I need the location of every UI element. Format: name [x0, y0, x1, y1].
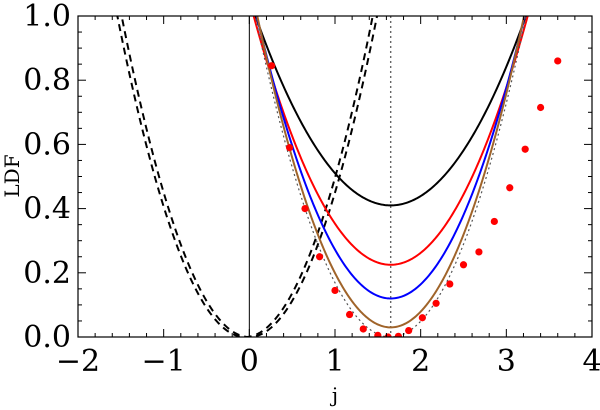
series-line-1 — [120, 16, 379, 337]
x-tick-label: 4 — [582, 344, 600, 379]
x-tick-label: 2 — [411, 344, 430, 379]
data-point — [521, 145, 529, 153]
data-point — [301, 205, 309, 213]
data-point — [331, 286, 339, 295]
data-point — [554, 57, 562, 65]
data-point — [374, 331, 382, 337]
y-tick-labels: 0.0 0.2 0.4 0.6 0.8 1.0 — [23, 0, 71, 355]
data-point — [446, 280, 454, 288]
y-tick-label: 0.6 — [23, 127, 71, 162]
data-point — [394, 332, 402, 337]
series-line-6 — [254, 16, 527, 337]
data-point — [315, 253, 324, 261]
x-axis-label: j — [330, 383, 338, 407]
data-point — [475, 248, 483, 256]
y-tick-label: 0.8 — [23, 63, 71, 98]
data-point — [432, 299, 440, 307]
data-point — [405, 326, 413, 335]
data-point — [506, 184, 514, 192]
x-tick-label: −2 — [56, 344, 100, 379]
x-tick-label: 1 — [325, 344, 344, 379]
data-point — [418, 314, 426, 322]
y-tick-label: 0.4 — [23, 192, 71, 227]
axis-ticks — [77, 15, 593, 338]
data-point — [268, 62, 276, 70]
series-line-2 — [254, 16, 527, 207]
y-tick-label: 0.2 — [23, 256, 71, 291]
y-axis-label: LDF — [0, 154, 24, 197]
reference-lines — [248, 16, 392, 337]
series-line-5 — [256, 16, 526, 329]
data-point — [537, 103, 545, 112]
data-point — [359, 325, 367, 333]
y-tick-label: 1.0 — [23, 0, 71, 34]
data-point — [285, 144, 294, 152]
x-tick-label: 3 — [497, 344, 516, 379]
data-point — [459, 261, 468, 269]
x-tick-label: −1 — [142, 344, 186, 379]
series-line-4 — [255, 16, 526, 300]
series-curves — [116, 16, 529, 337]
x-tick-labels: −2 −1 0 1 2 3 4 — [56, 344, 600, 379]
data-point — [345, 310, 354, 319]
y-tick-label: 0.0 — [23, 320, 71, 355]
data-point — [490, 217, 498, 226]
series-markers — [268, 57, 562, 337]
x-tick-label: 0 — [240, 344, 259, 379]
